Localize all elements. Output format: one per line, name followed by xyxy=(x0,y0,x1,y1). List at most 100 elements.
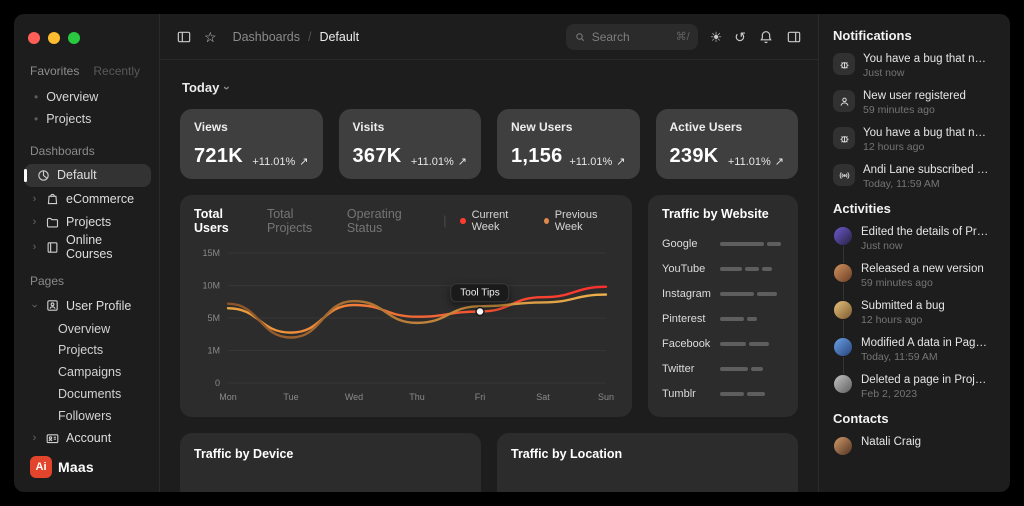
notification-time: Today, 11:59 AM xyxy=(863,178,940,190)
legend-dot-current xyxy=(460,218,466,224)
bell-icon[interactable] xyxy=(758,29,774,45)
breadcrumb-current[interactable]: Default xyxy=(319,29,360,44)
tab-total-projects[interactable]: Total Projects xyxy=(266,207,313,235)
bug-icon xyxy=(833,127,855,149)
activity-item[interactable]: Released a new version 59 minutes ago xyxy=(833,263,996,289)
sidebar-item-label: Online Courses xyxy=(66,233,113,262)
theme-toggle-icon[interactable]: ☀ xyxy=(709,28,723,45)
traffic-by-device-card: Traffic by Device xyxy=(180,433,481,492)
sidebar-item-label: User Profile xyxy=(66,298,132,313)
tab-recently[interactable]: Recently xyxy=(93,64,141,78)
total-users-chart-card: Total Users Total Projects Operating Sta… xyxy=(180,195,632,417)
notification-item[interactable]: Andi Lane subscribed to you Today, 11:59… xyxy=(833,164,996,190)
logo-badge: Ai xyxy=(30,456,52,479)
notification-item[interactable]: You have a bug that needs t… 12 hours ag… xyxy=(833,127,996,153)
notification-text: You have a bug that needs t… xyxy=(863,53,991,65)
sidebar-tabs: Favorites Recently xyxy=(24,60,151,86)
legend-current-week[interactable]: Current Week xyxy=(460,209,529,233)
website-row-pinterest: Pinterest xyxy=(662,306,784,331)
search-box[interactable]: ⌘/ xyxy=(565,23,698,50)
sidebar-item-ecommerce[interactable]: › eCommerce xyxy=(24,187,151,211)
subitem-label: Overview xyxy=(58,321,111,336)
contact-item[interactable]: Natali Craig xyxy=(833,436,996,456)
history-icon[interactable]: ↺ xyxy=(734,28,746,45)
sidebar-subitem-projects[interactable]: Projects xyxy=(24,340,151,362)
breadcrumb-section[interactable]: Dashboards xyxy=(232,29,300,44)
activity-time: Today, 11:59 AM xyxy=(861,351,938,363)
sidebar-subitem-overview[interactable]: Overview xyxy=(24,318,151,340)
sidebar-item-overview[interactable]: • Overview xyxy=(24,86,151,108)
activity-item[interactable]: Deleted a page in Project X Feb 2, 2023 xyxy=(833,374,996,400)
activity-item[interactable]: Edited the details of Project X Just now xyxy=(833,226,996,252)
notebook-icon xyxy=(45,240,60,255)
traffic-bar xyxy=(720,391,784,396)
minimize-window-button[interactable] xyxy=(48,32,60,44)
website-label: Facebook xyxy=(662,337,711,350)
activities-list: Edited the details of Project X Just now… xyxy=(833,226,996,400)
section-title-dashboards: Dashboards xyxy=(30,143,95,158)
sidebar-item-online-courses[interactable]: › Online Courses xyxy=(24,233,151,262)
breadcrumb-separator: / xyxy=(307,29,312,44)
sidebar-item-default[interactable]: Default xyxy=(24,163,151,188)
avatar xyxy=(833,436,853,456)
website-label: Twitter xyxy=(662,362,695,375)
notification-item[interactable]: You have a bug that needs t… Just now xyxy=(833,53,996,79)
header-divider: | xyxy=(443,214,447,228)
legend-label: Previous Week xyxy=(554,209,598,233)
svg-text:0: 0 xyxy=(215,378,220,388)
legend-dot-previous xyxy=(543,218,549,224)
sidebar-item-user-profile[interactable]: › User Profile xyxy=(24,294,151,318)
notification-time: 59 minutes ago xyxy=(863,104,935,116)
bug-icon xyxy=(833,53,855,75)
legend-previous-week[interactable]: Previous Week xyxy=(543,209,618,233)
tab-favorites[interactable]: Favorites xyxy=(30,64,80,78)
sidebar-subitem-followers[interactable]: Followers xyxy=(24,405,151,427)
stat-label: New Users xyxy=(511,120,573,134)
zoom-window-button[interactable] xyxy=(68,32,80,44)
period-filter[interactable]: Today › xyxy=(182,80,234,95)
bullet-icon: • xyxy=(34,89,39,104)
sidebar-subitem-campaigns[interactable]: Campaigns xyxy=(24,361,151,383)
tab-total-users[interactable]: Total Users xyxy=(194,207,229,235)
stat-label: Active Users xyxy=(669,120,743,134)
notification-item[interactable]: New user registered 59 minutes ago xyxy=(833,90,996,116)
activity-item[interactable]: Submitted a bug 12 hours ago xyxy=(833,300,996,326)
activity-text: Edited the details of Project X xyxy=(861,226,989,238)
charts-row: Total Users Total Projects Operating Sta… xyxy=(180,195,798,417)
sidebar-subitem-documents[interactable]: Documents xyxy=(24,383,151,405)
search-input[interactable] xyxy=(591,29,670,44)
broadcast-icon xyxy=(833,164,855,186)
sidebar-item-projects[interactable]: › Projects xyxy=(24,211,151,235)
subitem-label: Followers xyxy=(58,408,112,423)
top-bar: ☆ Dashboards / Default ⌘/ ☀ ↺ xyxy=(160,14,818,60)
svg-text:Sat: Sat xyxy=(536,392,550,402)
activity-time: 59 minutes ago xyxy=(861,277,933,289)
app-logo[interactable]: Ai Maas xyxy=(24,450,151,480)
sidebar-item-label: Overview xyxy=(46,89,99,104)
svg-text:Wed: Wed xyxy=(345,392,363,402)
window-controls xyxy=(24,26,151,60)
star-icon[interactable]: ☆ xyxy=(204,28,217,45)
sidebar-toggle-icon[interactable] xyxy=(176,29,192,45)
activity-time: Just now xyxy=(861,240,903,252)
activity-text: Released a new version xyxy=(861,263,984,275)
activity-item[interactable]: Modified A data in Page X Today, 11:59 A… xyxy=(833,337,996,363)
avatar xyxy=(833,337,853,357)
sidebar-item-projects-fav[interactable]: • Projects xyxy=(24,108,151,130)
user-badge-icon xyxy=(45,298,60,313)
website-traffic-list: Google YouTube Instagram Pinterest xyxy=(662,231,784,406)
main-column: ☆ Dashboards / Default ⌘/ ☀ ↺ T xyxy=(160,14,818,492)
dashboard-content: Today › Views 721K +11.01% ↗ Visits 367K … xyxy=(160,60,818,492)
svg-text:Mon: Mon xyxy=(219,392,237,402)
period-label: Today xyxy=(182,80,220,95)
close-window-button[interactable] xyxy=(28,32,40,44)
tab-operating-status[interactable]: Operating Status xyxy=(346,207,402,235)
website-row-facebook: Facebook xyxy=(662,331,784,356)
subitem-label: Projects xyxy=(58,343,104,358)
chevron-down-icon: › xyxy=(28,304,41,308)
sidebar-item-account[interactable]: › Account xyxy=(24,427,151,451)
svg-text:Sun: Sun xyxy=(598,392,614,402)
right-panel-toggle-icon[interactable] xyxy=(786,29,802,45)
sidebar-item-label: Projects xyxy=(66,215,112,230)
folder-icon xyxy=(45,215,60,230)
